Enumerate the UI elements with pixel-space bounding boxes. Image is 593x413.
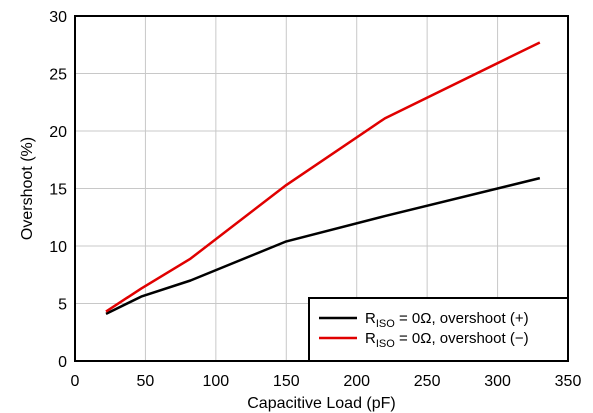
x-tick-label: 100 — [203, 373, 230, 390]
x-tick-label: 300 — [484, 373, 511, 390]
x-tick-label: 50 — [137, 373, 155, 390]
legend-box — [308, 297, 569, 362]
y-tick-label: 30 — [49, 9, 67, 26]
series-line-0 — [105, 176, 541, 315]
legend-label-main: R — [365, 330, 376, 347]
legend-label-rest: = 0Ω, overshoot (−) — [395, 330, 529, 347]
x-axis-label: Capacitive Load (pF) — [247, 395, 396, 412]
legend-label-main: R — [365, 310, 376, 327]
series-group — [105, 41, 541, 315]
grid — [74, 15, 569, 362]
y-tick-labels: 0 5 10 15 20 25 30 — [49, 9, 67, 371]
x-tick-label: 150 — [273, 373, 300, 390]
y-tick-label: 0 — [58, 354, 67, 371]
x-tick-label: 0 — [71, 373, 80, 390]
y-tick-label: 10 — [49, 239, 67, 256]
legend-label-sub: ISO — [376, 318, 395, 330]
y-tick-label: 5 — [58, 297, 67, 314]
y-tick-label: 25 — [49, 67, 67, 84]
x-tick-label: 200 — [343, 373, 370, 390]
x-tick-label: 350 — [555, 373, 582, 390]
x-tick-labels: 0 50 100 150 200 250 300 350 — [71, 373, 582, 390]
legend-label-sub: ISO — [376, 338, 395, 350]
legend-label: RISO = 0Ω, overshoot (+) — [365, 310, 529, 330]
series-line-1 — [105, 41, 541, 313]
legend: RISO = 0Ω, overshoot (+)RISO = 0Ω, overs… — [308, 297, 569, 362]
legend-label-rest: = 0Ω, overshoot (+) — [395, 310, 529, 327]
y-tick-label: 15 — [49, 182, 67, 199]
y-tick-label: 20 — [49, 124, 67, 141]
x-tick-label: 250 — [414, 373, 441, 390]
legend-label: RISO = 0Ω, overshoot (−) — [365, 330, 529, 350]
y-axis-label: Overshoot (%) — [19, 137, 36, 240]
